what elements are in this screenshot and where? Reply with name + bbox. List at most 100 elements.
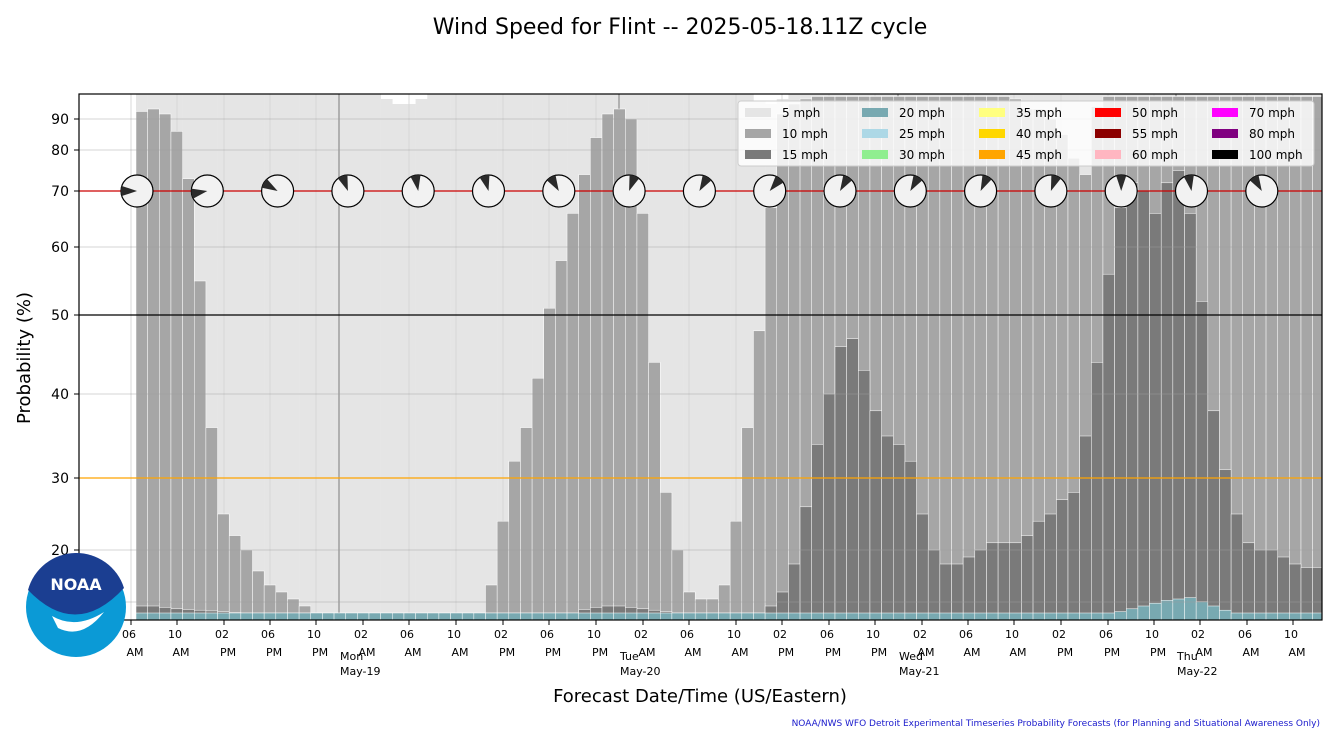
bar-5mph [427, 94, 440, 620]
legend-swatch [1095, 150, 1121, 159]
x-tick-hour: 10 [587, 628, 601, 641]
bar-20mph [403, 612, 416, 620]
bar-15mph [1312, 567, 1322, 620]
bar-5mph [392, 104, 405, 620]
x-axis-label: Forecast Date/Time (US/Eastern) [553, 686, 847, 707]
x-tick-hour: 10 [168, 628, 182, 641]
bar-20mph [590, 612, 603, 620]
noaa-logo-text: NOAA [50, 575, 102, 594]
legend-label: 70 mph [1249, 106, 1295, 120]
bar-15mph [1277, 556, 1290, 620]
bar-20mph [415, 612, 428, 620]
bar-10mph [496, 520, 510, 620]
legend-swatch [979, 108, 1005, 117]
bar-5mph [415, 99, 428, 620]
y-tick-label: 80 [51, 143, 69, 159]
bar-20mph [368, 612, 381, 620]
bar-20mph [939, 612, 952, 620]
bar-20mph [799, 612, 812, 620]
noaa-logo-bird-top [28, 552, 124, 615]
bar-5mph [403, 104, 416, 620]
bar-20mph [427, 612, 440, 620]
x-tick-hour: 10 [1005, 628, 1019, 641]
legend-swatch [1095, 129, 1121, 138]
bar-20mph [1195, 601, 1209, 620]
credit-text: NOAA/NWS WFO Detroit Experimental Timese… [792, 719, 1320, 729]
bar-20mph [147, 612, 160, 620]
bar-20mph [578, 612, 591, 620]
bar-5mph [706, 94, 719, 620]
bar-20mph [927, 612, 941, 620]
x-tick-hour: 06 [400, 628, 414, 641]
x-tick-hour: 10 [1284, 628, 1298, 641]
bar-15mph [1254, 549, 1267, 620]
bar-15mph [1300, 567, 1313, 620]
bar-20mph [275, 612, 288, 620]
bar-20mph [135, 612, 148, 620]
bar-15mph [834, 346, 847, 620]
x-tick-ampm: AM [638, 646, 655, 659]
bar-10mph [1324, 97, 1336, 621]
bar-20mph [1137, 605, 1150, 620]
bar-10mph [1312, 96, 1322, 620]
bar-15mph [1102, 273, 1115, 620]
legend-label: 15 mph [782, 148, 828, 162]
legend-label: 5 mph [782, 106, 820, 120]
bar-15mph [1126, 182, 1139, 620]
bar-20mph [496, 612, 510, 620]
bar-5mph [322, 94, 335, 620]
bar-10mph [1289, 96, 1302, 620]
bar-20mph [974, 612, 987, 620]
y-tick-label: 60 [51, 240, 69, 256]
wind-direction-wedge [699, 175, 712, 191]
plot-area: 203040506070809006AM10AM02PM06PM10PM02AM… [51, 93, 1336, 678]
bar-20mph [252, 612, 265, 620]
x-tick-ampm: PM [1057, 646, 1073, 659]
bar-20mph [1242, 612, 1255, 620]
y-tick-label: 90 [51, 112, 69, 128]
x-tick-ampm: PM [499, 646, 515, 659]
chart-title: Wind Speed for Flint -- 2025-05-18.11Z c… [433, 15, 928, 40]
bar-20mph [729, 612, 743, 620]
bar-20mph [345, 612, 358, 620]
x-tick-hour: 06 [1238, 628, 1252, 641]
bar-20mph [625, 612, 638, 620]
bar-10mph [741, 427, 754, 620]
bar-20mph [1184, 597, 1197, 620]
bar-20mph [194, 612, 207, 620]
bar-10mph [1300, 96, 1313, 620]
x-tick-date: May-20 [620, 665, 661, 678]
bar-10mph [997, 96, 1010, 620]
bar-10mph [590, 137, 603, 620]
bar-20mph [834, 612, 847, 620]
bar-10mph [240, 549, 253, 620]
bar-10mph [217, 513, 230, 620]
bar-20mph [916, 612, 929, 620]
bar-5mph [741, 94, 754, 620]
bar-15mph [951, 563, 964, 620]
bar-20mph [776, 612, 789, 620]
x-tick-hour: 10 [307, 628, 321, 641]
bar-20mph [648, 612, 661, 620]
x-tick-date: May-21 [899, 665, 940, 678]
bar-20mph [461, 612, 475, 620]
bar-5mph [462, 94, 475, 620]
bar-5mph [310, 94, 323, 620]
bar-10mph [927, 96, 941, 620]
bar-20mph [683, 612, 696, 620]
legend-label: 50 mph [1132, 106, 1178, 120]
x-tick-hour: 06 [122, 628, 136, 641]
bar-20mph [741, 612, 754, 620]
bar-20mph [1254, 612, 1267, 620]
bar-15mph [1230, 513, 1243, 620]
x-tick-ampm: AM [1195, 646, 1212, 659]
wind-direction-wedge [479, 175, 490, 191]
bar-20mph [333, 612, 346, 620]
x-tick-ampm: AM [1009, 646, 1026, 659]
bar-5mph [660, 94, 673, 620]
bar-5mph [718, 94, 731, 620]
bar-10mph [939, 96, 952, 620]
bar-15mph [916, 513, 929, 620]
bar-10mph [648, 362, 661, 620]
